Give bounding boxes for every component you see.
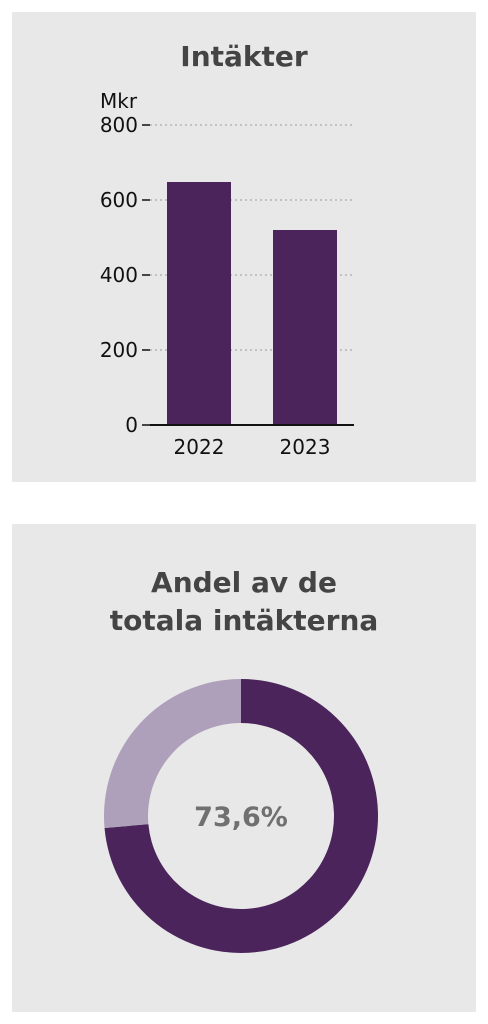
bar-2023	[273, 230, 337, 425]
x-tick-label: 2023	[280, 435, 331, 459]
donut-slice-share	[104, 679, 378, 953]
donut-center-label: 73,6%	[194, 802, 288, 833]
y-tick-label: 600	[100, 188, 138, 212]
y-tick-label: 400	[100, 263, 138, 287]
y-axis-unit-label: Mkr	[100, 89, 138, 113]
y-tick-label: 0	[125, 413, 138, 437]
revenue-bar-chart: Mkr 0 200 400 600 800 2022 2023	[100, 89, 354, 459]
y-tick-label: 200	[100, 338, 138, 362]
revenue-share-donut-chart: 73,6%	[104, 679, 378, 953]
y-tick-label: 800	[100, 113, 138, 137]
revenue-chart-panel: Intäkter Mkr 0 200 400 600 800 2022 2023	[12, 12, 476, 482]
x-tick-label: 2022	[174, 435, 225, 459]
revenue-chart-title: Intäkter	[180, 40, 308, 73]
bar-2022	[167, 182, 231, 425]
share-chart-panel: Andel av de totala intäkterna 73,6%	[12, 524, 476, 1012]
share-chart-title-line-2: totala intäkterna	[109, 604, 379, 637]
share-chart-title-line-1: Andel av de	[151, 566, 337, 599]
share-chart-title: Andel av de totala intäkterna	[12, 564, 476, 640]
donut-slice-rest	[104, 679, 241, 829]
